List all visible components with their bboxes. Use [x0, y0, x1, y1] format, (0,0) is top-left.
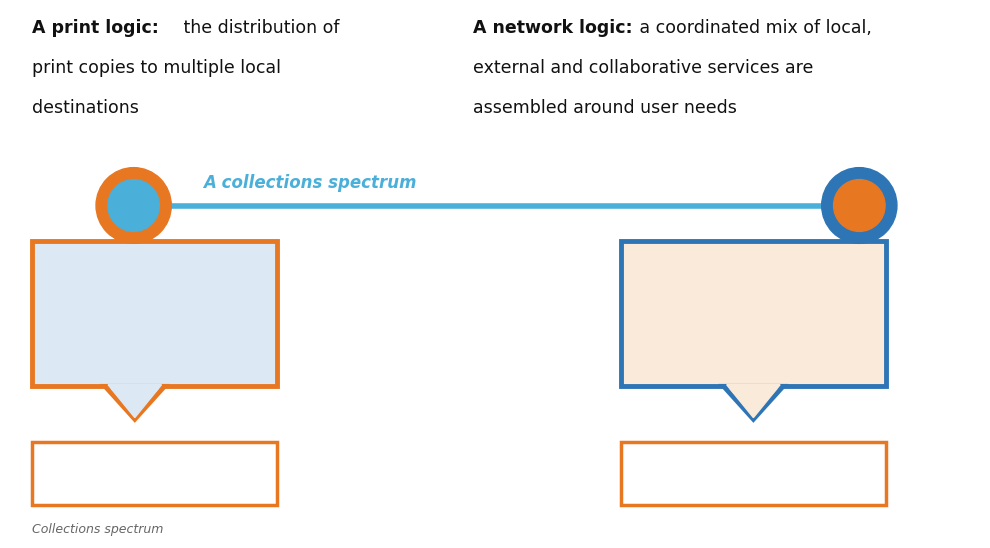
- Text: A collections spectrum: A collections spectrum: [203, 174, 417, 192]
- Text: The ‘facilitated’
collection: The ‘facilitated’ collection: [672, 292, 835, 335]
- FancyBboxPatch shape: [621, 442, 886, 505]
- Polygon shape: [105, 386, 164, 419]
- FancyBboxPatch shape: [621, 241, 886, 386]
- FancyBboxPatch shape: [32, 442, 277, 505]
- Polygon shape: [108, 385, 161, 418]
- Polygon shape: [727, 385, 780, 418]
- Text: a coordinated mix of local,: a coordinated mix of local,: [634, 19, 871, 37]
- Text: external and collaborative services are: external and collaborative services are: [473, 59, 814, 77]
- Polygon shape: [724, 386, 783, 419]
- Ellipse shape: [822, 168, 897, 243]
- Text: A print logic:: A print logic:: [32, 19, 158, 37]
- Text: Purchased and
physically stored: Purchased and physically stored: [84, 454, 225, 493]
- Text: A network logic:: A network logic:: [473, 19, 633, 37]
- Ellipse shape: [96, 168, 171, 243]
- Ellipse shape: [834, 180, 885, 231]
- Text: the distribution of: the distribution of: [178, 19, 340, 37]
- Text: destinations: destinations: [32, 99, 139, 117]
- FancyBboxPatch shape: [32, 241, 277, 386]
- Text: The ‘owned’
collection: The ‘owned’ collection: [90, 292, 219, 335]
- Text: print copies to multiple local: print copies to multiple local: [32, 59, 281, 77]
- Text: Meet research and
learning needs in best way: Meet research and learning needs in best…: [642, 454, 865, 493]
- Ellipse shape: [108, 180, 159, 231]
- Text: assembled around user needs: assembled around user needs: [473, 99, 738, 117]
- Text: Collections spectrum: Collections spectrum: [32, 523, 163, 536]
